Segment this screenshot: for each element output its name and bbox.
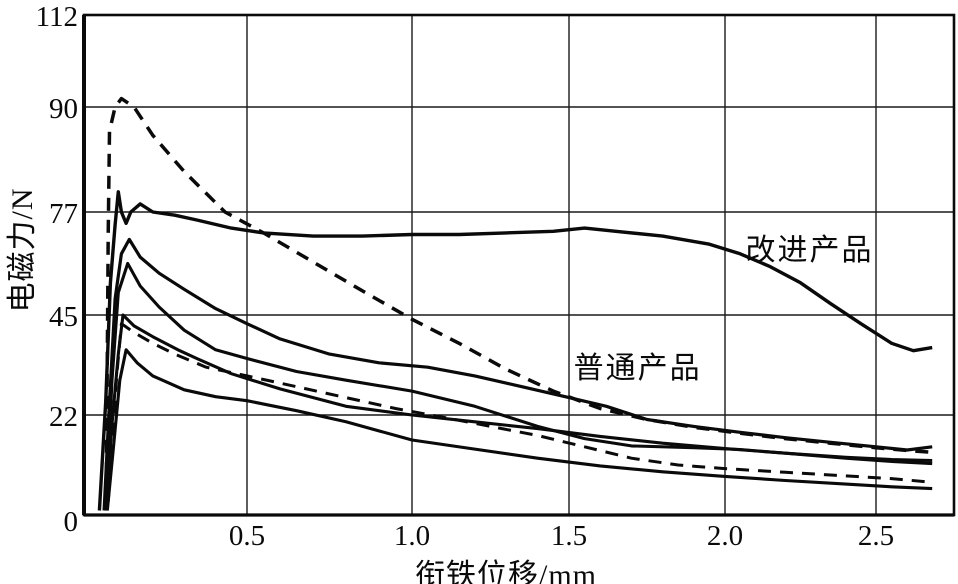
- series-curve-4: [104, 313, 933, 511]
- x-axis-title: 衔铁位移/mm: [414, 559, 597, 584]
- x-tick-label: 1.0: [394, 520, 430, 552]
- series-curve-6: [105, 348, 933, 511]
- y-tick-label: 90: [49, 93, 78, 125]
- x-tick-label: 0.5: [229, 520, 265, 552]
- x-tick-label: 1.5: [551, 520, 587, 552]
- y-tick-label: 45: [49, 301, 78, 333]
- y-tick-label: 77: [49, 198, 78, 230]
- series-curve-2: [102, 237, 933, 511]
- series-curve-5: [106, 322, 933, 502]
- x-tick-label: 2.0: [707, 520, 743, 552]
- annotation-improved-product: 改进产品: [745, 234, 874, 268]
- series-curve-0: [97, 190, 933, 511]
- annotation-ordinary-product: 普通产品: [573, 352, 702, 385]
- y-axis-title: 电磁力/N: [6, 187, 39, 313]
- y-tick-label: 0: [64, 506, 79, 538]
- series-curve-1: [104, 96, 933, 497]
- y-tick-label: 22: [49, 401, 78, 433]
- y-tick-label: 112: [36, 1, 78, 33]
- x-tick-label: 2.5: [858, 520, 894, 552]
